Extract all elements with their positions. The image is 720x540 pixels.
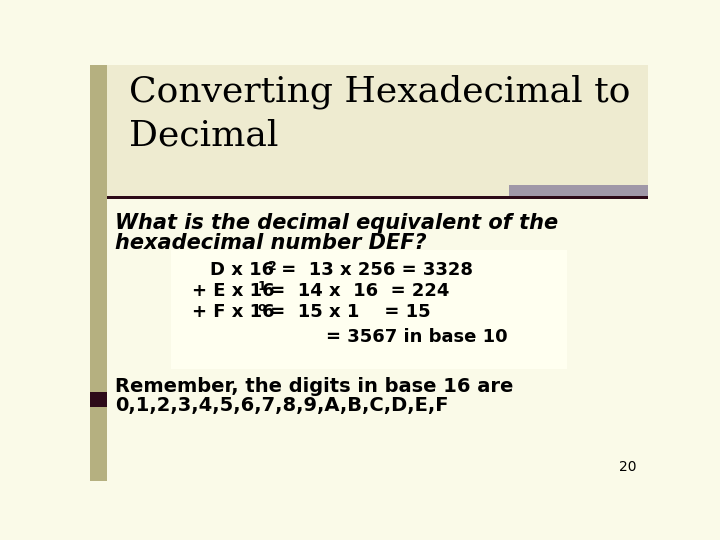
Text: 1: 1 xyxy=(258,280,266,293)
Text: Decimal: Decimal xyxy=(129,119,278,153)
Text: Remember, the digits in base 16 are: Remember, the digits in base 16 are xyxy=(114,377,513,396)
Bar xyxy=(90,65,107,481)
Text: 20: 20 xyxy=(619,461,636,475)
Text: 0,1,2,3,4,5,6,7,8,9,A,B,C,D,E,F: 0,1,2,3,4,5,6,7,8,9,A,B,C,D,E,F xyxy=(114,396,449,415)
Text: = 3567 in base 10: = 3567 in base 10 xyxy=(326,328,508,346)
Text: =  13 x 256 = 3328: = 13 x 256 = 3328 xyxy=(275,261,473,279)
Text: =  14 x  16  = 224: = 14 x 16 = 224 xyxy=(264,282,450,300)
Bar xyxy=(90,392,107,408)
Text: hexadecimal number DEF?: hexadecimal number DEF? xyxy=(114,233,426,253)
Bar xyxy=(107,195,648,199)
Text: =  15 x 1    = 15: = 15 x 1 = 15 xyxy=(264,303,431,321)
Text: + E x 16: + E x 16 xyxy=(192,282,274,300)
Text: + F x 16: + F x 16 xyxy=(192,303,274,321)
Bar xyxy=(171,249,567,369)
Bar xyxy=(107,65,648,195)
Text: Converting Hexadecimal to: Converting Hexadecimal to xyxy=(129,74,630,109)
Text: 2: 2 xyxy=(269,260,277,273)
Bar xyxy=(508,185,648,199)
Text: What is the decimal equivalent of the: What is the decimal equivalent of the xyxy=(114,213,558,233)
Text: D x 16: D x 16 xyxy=(210,261,274,279)
Text: o: o xyxy=(258,301,266,314)
